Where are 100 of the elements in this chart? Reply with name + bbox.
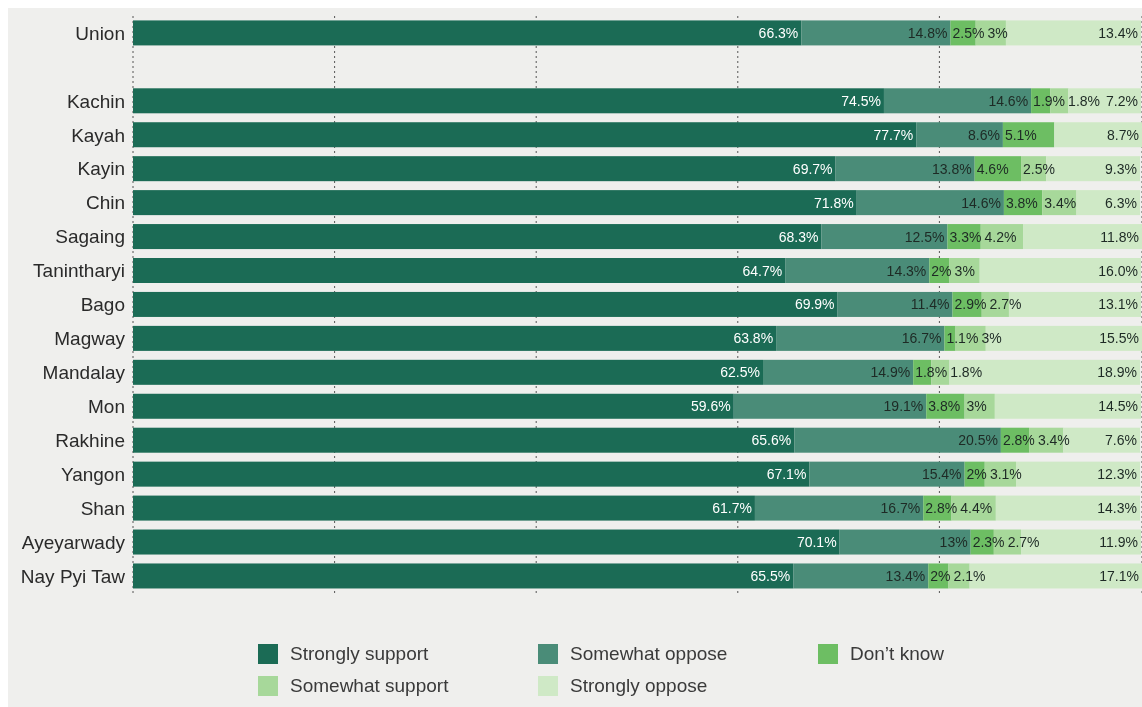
data-label: 2.5% — [952, 24, 985, 41]
data-label: 11.4% — [910, 296, 950, 313]
data-label: 14.6% — [988, 92, 1029, 109]
legend-label: Strongly oppose — [570, 675, 708, 697]
data-label: 3.4% — [1037, 432, 1070, 449]
data-label: 3% — [981, 330, 1002, 347]
bar — [776, 325, 945, 351]
data-label: 3% — [966, 398, 987, 415]
data-label: 4.6% — [976, 160, 1009, 177]
data-label: 1.8% — [950, 364, 983, 381]
bar — [133, 190, 857, 216]
bar — [133, 529, 840, 555]
data-label: 13.1% — [1098, 296, 1138, 313]
data-label: 14.3% — [886, 262, 927, 279]
bar — [856, 190, 1004, 216]
bar — [994, 393, 1141, 419]
y-tick-label: Magway — [54, 328, 126, 350]
data-label: 9.3% — [1105, 160, 1137, 177]
data-label: 2.9% — [954, 296, 987, 313]
data-label: 67.1% — [766, 466, 807, 483]
data-label: 4.2% — [984, 228, 1017, 245]
data-label: 70.1% — [796, 534, 837, 551]
data-label: 3% — [954, 262, 975, 279]
bar — [839, 529, 971, 555]
legend-label: Somewhat oppose — [570, 643, 728, 665]
y-tick-label: Yangon — [60, 463, 125, 485]
data-label: 13.4% — [1098, 24, 1138, 41]
data-label: 69.7% — [792, 160, 833, 177]
bar — [133, 393, 734, 419]
bar — [995, 495, 1140, 521]
data-label: 74.5% — [841, 92, 881, 109]
data-label: 2.3% — [972, 534, 1005, 551]
data-label: 14.9% — [870, 364, 911, 381]
bar — [133, 359, 763, 385]
bar — [883, 88, 1032, 114]
data-label: 14.5% — [1098, 398, 1138, 415]
data-label: 12.3% — [1097, 466, 1137, 483]
data-label: 13.8% — [931, 160, 972, 177]
bar — [133, 427, 795, 453]
y-tick-label: Ayeyarwady — [21, 531, 126, 553]
data-label: 3% — [987, 24, 1008, 41]
data-label: 3.8% — [1005, 194, 1038, 211]
data-label: 14.6% — [961, 194, 1001, 211]
data-label: 4.4% — [960, 500, 993, 517]
y-tick-label: Kachin — [66, 90, 125, 112]
data-label: 14.8% — [907, 24, 948, 41]
data-label: 17.1% — [1099, 567, 1139, 584]
bar — [133, 325, 777, 351]
data-label: 1.1% — [946, 330, 979, 347]
data-label: 1.8% — [915, 364, 948, 381]
bar — [754, 495, 924, 521]
data-label: 13% — [939, 534, 968, 551]
y-tick-label: Mon — [88, 396, 125, 418]
data-label: 2.7% — [989, 296, 1022, 313]
bar — [133, 291, 838, 317]
data-label: 2.7% — [1007, 534, 1040, 551]
data-label: 15.5% — [1099, 330, 1139, 347]
data-label: 8.7% — [1107, 126, 1139, 143]
data-label: 12.5% — [904, 228, 945, 245]
bar — [133, 156, 836, 182]
data-label: 14.3% — [1097, 500, 1137, 517]
bar — [133, 20, 802, 46]
data-label: 64.7% — [742, 262, 783, 279]
data-label: 11.9% — [1099, 534, 1138, 551]
y-tick-label: Chin — [85, 192, 125, 214]
bar — [763, 359, 914, 385]
data-label: 3.1% — [989, 466, 1022, 483]
data-label: 62.5% — [720, 364, 760, 381]
bar — [979, 258, 1141, 283]
bar — [821, 224, 948, 250]
legend-label: Strongly support — [290, 643, 429, 665]
data-label: 8.6% — [967, 126, 1000, 143]
bar — [1054, 122, 1142, 148]
bar — [949, 359, 1140, 385]
bar — [133, 563, 794, 589]
y-tick-label: Sagaing — [55, 226, 125, 248]
data-label: 61.7% — [712, 500, 752, 517]
data-label: 20.5% — [958, 432, 998, 449]
data-label: 2.8% — [925, 500, 958, 517]
data-label: 18.9% — [1097, 364, 1137, 381]
y-tick-label: Rakhine — [55, 430, 125, 452]
data-label: 16.7% — [880, 500, 921, 517]
bar — [837, 291, 953, 317]
y-tick-label: Nay Pyi Taw — [20, 565, 126, 587]
bar — [133, 224, 822, 250]
data-label: 71.8% — [814, 194, 854, 211]
y-tick-label: Tanintharyi — [33, 260, 125, 282]
data-label: 2% — [966, 466, 987, 483]
legend-label: Don’t know — [850, 643, 944, 665]
data-label: 7.2% — [1106, 92, 1138, 109]
bar — [785, 258, 930, 283]
data-label: 65.5% — [750, 567, 791, 584]
y-tick-label: Bago — [80, 294, 125, 316]
data-label: 63.8% — [733, 330, 774, 347]
data-label: 7.6% — [1105, 432, 1137, 449]
y-tick-label: Union — [75, 22, 125, 44]
data-label: 19.1% — [883, 398, 924, 415]
legend-label: Somewhat support — [290, 675, 449, 697]
bar — [801, 20, 951, 46]
bar — [1023, 224, 1142, 250]
